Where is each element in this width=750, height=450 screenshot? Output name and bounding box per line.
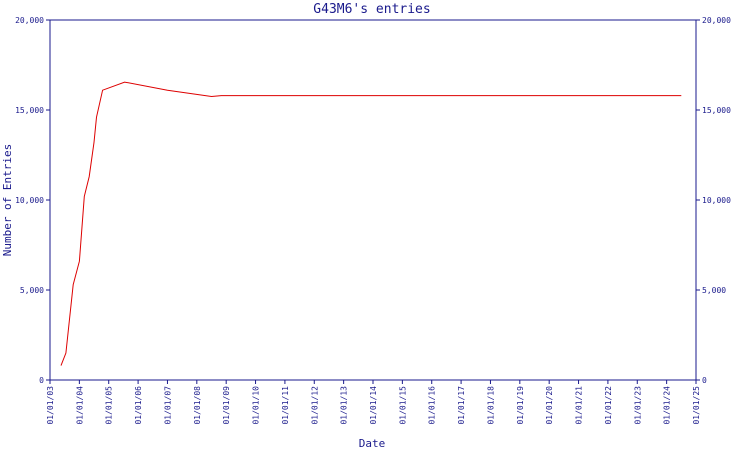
- data-point: [79, 261, 80, 262]
- x-tick-label: 01/01/18: [486, 386, 495, 425]
- y-tick-label-left: 20,000: [15, 16, 44, 25]
- x-axis-ticks: 01/01/03 01/01/04 01/01/05 01/01/06 01/01/07…: [46, 380, 701, 425]
- data-point: [211, 96, 212, 97]
- x-tick-label: 01/01/20: [545, 386, 554, 425]
- data-point: [102, 90, 103, 91]
- x-tick-label: 01/01/17: [457, 386, 466, 425]
- x-tick-label: 01/01/23: [633, 386, 642, 425]
- y-tick-label-right: 15,000: [702, 106, 731, 115]
- plot-area-frame: [49, 19, 697, 381]
- y-tick-label-right: 10,000: [702, 196, 731, 205]
- data-point: [65, 352, 66, 353]
- data-point: [96, 117, 97, 118]
- data-point: [60, 365, 61, 366]
- data-point: [221, 95, 222, 96]
- data-point: [93, 142, 94, 143]
- data-point: [226, 95, 227, 96]
- y-tick-label-right: 5,000: [702, 286, 726, 295]
- y-tick-label-right: 0: [702, 376, 707, 385]
- x-tick-label: 01/01/09: [222, 386, 231, 425]
- series-layer: [60, 81, 682, 366]
- x-tick-label: 01/01/24: [663, 386, 672, 425]
- x-tick-label: 01/01/10: [252, 386, 261, 425]
- data-point: [84, 196, 85, 197]
- series-line: [60, 81, 682, 366]
- x-tick-label: 01/01/05: [105, 386, 114, 425]
- x-tick-label: 01/01/06: [134, 386, 143, 425]
- x-tick-label: 01/01/07: [163, 386, 172, 425]
- x-axis-label: Date: [359, 437, 386, 450]
- data-point: [73, 284, 74, 285]
- y-tick-label-right: 20,000: [702, 16, 731, 25]
- y-tick-label-left: 5,000: [20, 286, 44, 295]
- x-tick-label: 01/01/08: [193, 386, 202, 425]
- data-point: [89, 176, 90, 177]
- x-tick-label: 01/01/12: [310, 386, 319, 425]
- x-tick-label: 01/01/04: [75, 386, 84, 425]
- x-tick-label: 01/01/16: [428, 386, 437, 425]
- x-tick-label: 01/01/13: [340, 386, 349, 425]
- chart-title: G43M6's entries: [313, 2, 430, 17]
- data-point: [124, 82, 125, 83]
- x-tick-label: 01/01/21: [575, 386, 584, 425]
- data-point: [681, 95, 682, 96]
- x-tick-label: 01/01/25: [692, 386, 701, 425]
- y-tick-label-left: 0: [39, 376, 44, 385]
- data-point: [167, 90, 168, 91]
- x-tick-label: 01/01/11: [281, 386, 290, 425]
- x-tick-label: 01/01/15: [398, 386, 407, 425]
- x-tick-label: 01/01/22: [604, 386, 613, 425]
- x-tick-label: 01/01/14: [369, 386, 378, 425]
- x-tick-label: 01/01/03: [46, 386, 55, 425]
- y-axis-label: Number of Entries: [1, 144, 14, 257]
- y-axis-ticks: 0 0 5,000 5,000 10,000 10,000 15,000 15,000 20,0…: [15, 16, 731, 385]
- y-tick-label-left: 10,000: [15, 196, 44, 205]
- x-tick-label: 01/01/19: [516, 386, 525, 425]
- y-tick-label-left: 15,000: [15, 106, 44, 115]
